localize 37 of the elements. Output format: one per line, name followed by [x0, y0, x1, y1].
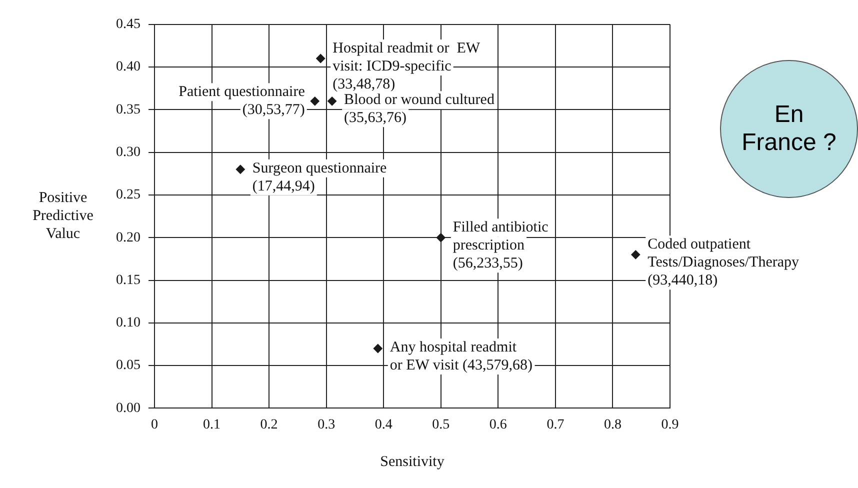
y-tick-label: 0.10 [116, 316, 140, 331]
x-tick-label: 0.9 [661, 417, 679, 432]
y-tick-label: 0.05 [116, 358, 140, 374]
x-tick-label: 0.7 [546, 417, 564, 432]
annotation: Filled antibiotic prescription (56,233,55) [452, 220, 549, 272]
point [310, 96, 320, 106]
text: En France ? [742, 101, 836, 157]
point [373, 344, 382, 353]
x-tick-label: 0.6 [489, 417, 507, 432]
annotation: Coded outpatient Tests/Diagnoses/Therapy (93,440,18) [648, 236, 800, 289]
y-tick-label: 0.30 [116, 145, 140, 160]
x-tick-label: 0 [151, 417, 158, 432]
y-tick-label: 0.45 [116, 17, 140, 32]
x-tick-label: 0.5 [432, 417, 450, 432]
y-axis-title: Positive Predictive Valuc [32, 190, 94, 242]
x-tick-label: 0.3 [318, 417, 336, 432]
point [631, 250, 640, 260]
point [316, 54, 326, 64]
x-tick-label: 0.8 [604, 417, 622, 432]
annotation: Surgeon questionnaire (17,44,94) [252, 160, 388, 194]
point [436, 233, 446, 242]
y-tick-label: 0.35 [116, 102, 140, 118]
x-tick-label: 0.1 [203, 417, 221, 432]
annotation: Patient questionnaire (30,53,77) [178, 84, 306, 118]
annotation: Blood or wound cultured (35,63,76) [344, 92, 495, 126]
point [328, 96, 337, 106]
y-tick-label: 0.15 [116, 272, 140, 288]
y-tick-label: 0.00 [116, 400, 140, 416]
point [236, 164, 245, 174]
x-tick-label: 0.2 [260, 417, 278, 432]
y-tick-label: 0.25 [116, 188, 140, 203]
x-axis-title: Sensitivity [380, 454, 445, 470]
x-tick-label: 0.4 [374, 417, 392, 432]
annotation: Hospital readmit or EW visit: ICD9-specific (33,48,78) [332, 40, 481, 92]
annotation: Any hospital readmit or EW visit (43,579,68) [390, 339, 533, 374]
y-tick-label: 0.20 [116, 230, 140, 246]
y-tick-label: 0.40 [116, 60, 140, 75]
